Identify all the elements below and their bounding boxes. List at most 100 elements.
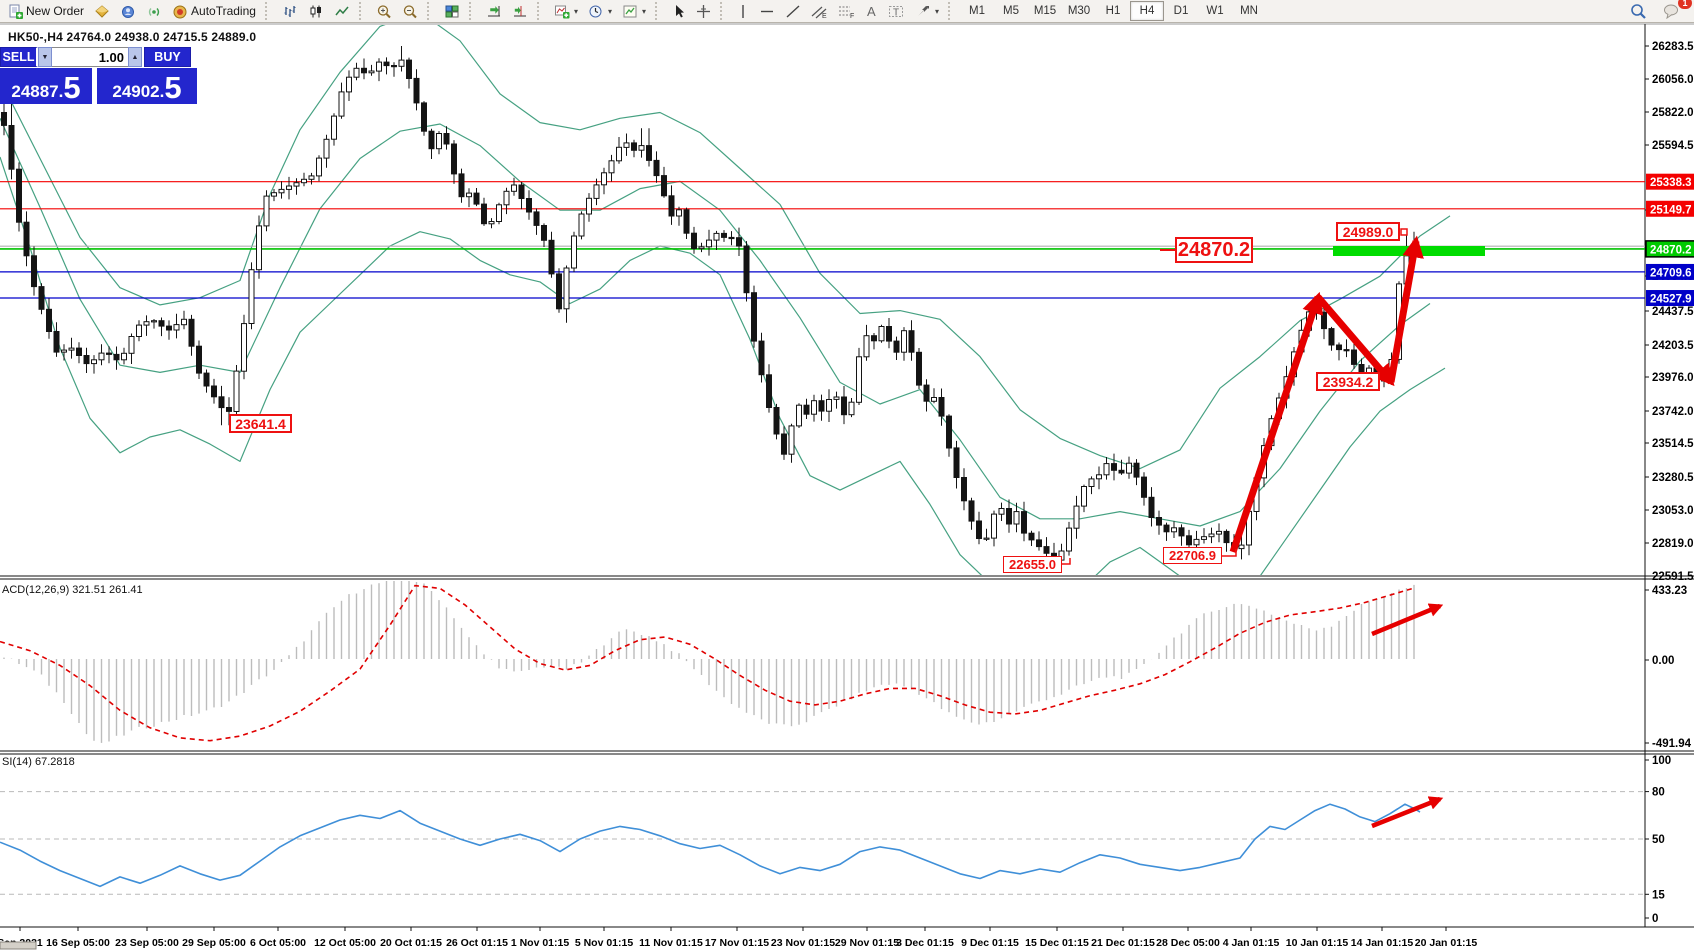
timeframe-D1[interactable]: D1 — [1173, 5, 1189, 17]
templates-button[interactable]: ▾ — [617, 1, 651, 22]
candle-body[interactable] — [226, 407, 232, 412]
callout-low-23641[interactable]: 23641.4 — [229, 414, 292, 433]
candle-body[interactable] — [271, 192, 277, 197]
candle-body[interactable] — [1096, 474, 1102, 480]
trendline-button[interactable] — [780, 1, 806, 22]
fibonacci-button[interactable]: F — [833, 1, 860, 22]
candle-body[interactable] — [638, 145, 645, 151]
callout-level-24870[interactable]: 24870.2 — [1175, 237, 1253, 263]
candle-body[interactable] — [1118, 469, 1125, 474]
candle-body[interactable] — [503, 190, 510, 206]
cursor-button[interactable] — [667, 1, 691, 22]
candle-body[interactable] — [316, 157, 322, 177]
candle-body[interactable] — [323, 138, 330, 159]
candle-body[interactable] — [1043, 546, 1050, 554]
candle-body[interactable] — [421, 102, 427, 132]
candle-body[interactable] — [773, 407, 780, 435]
candle-body[interactable] — [106, 352, 112, 355]
candle-body[interactable] — [683, 209, 690, 234]
timeframe-MN[interactable]: MN — [1240, 5, 1258, 17]
candle-body[interactable] — [946, 415, 952, 449]
candle-body[interactable] — [481, 203, 487, 225]
candle-body[interactable] — [983, 537, 990, 540]
callout-low-22655[interactable]: 22655.0 — [1003, 556, 1062, 573]
signals-button[interactable] — [141, 1, 167, 22]
candle-body[interactable] — [533, 211, 540, 226]
candle-body[interactable] — [443, 133, 450, 145]
candle-body[interactable] — [398, 59, 405, 67]
timeframe-W1[interactable]: W1 — [1206, 5, 1224, 17]
candle-body[interactable] — [676, 209, 682, 217]
candle-body[interactable] — [668, 195, 675, 217]
candle-body[interactable] — [136, 324, 142, 338]
candle-body[interactable] — [998, 508, 1005, 515]
auto-scroll-button[interactable] — [481, 1, 507, 22]
volume-decrease-button[interactable]: ▼ — [38, 47, 52, 67]
candle-body[interactable] — [128, 336, 135, 354]
candle-body[interactable] — [863, 335, 870, 358]
candle-body[interactable] — [203, 372, 210, 387]
candle-body[interactable] — [548, 239, 555, 275]
arrows-tool-button[interactable]: ▾ — [910, 1, 944, 22]
volume-input[interactable] — [52, 47, 128, 67]
candle-body[interactable] — [488, 221, 495, 225]
zoom-out-button[interactable] — [397, 1, 423, 22]
candle-body[interactable] — [188, 318, 195, 347]
candle-body[interactable] — [391, 65, 397, 68]
candle-body[interactable] — [1148, 496, 1155, 518]
axis-price-label-box[interactable] — [1646, 263, 1694, 280]
candle-body[interactable] — [301, 178, 307, 184]
axis-price-label-box[interactable] — [1646, 290, 1694, 307]
candle-body[interactable] — [646, 145, 652, 161]
candle-body[interactable] — [436, 133, 442, 150]
candle-body[interactable] — [661, 175, 667, 197]
candle-body[interactable] — [916, 351, 922, 386]
candle-body[interactable] — [931, 397, 937, 402]
line-chart-button[interactable] — [329, 1, 355, 22]
candle-body[interactable] — [98, 352, 105, 361]
candle-body[interactable] — [691, 232, 697, 249]
buy-price[interactable]: 24902. 5 — [97, 68, 197, 104]
candle-body[interactable] — [1163, 524, 1170, 533]
candle-body[interactable] — [781, 433, 787, 455]
h-scrollbar-thumb[interactable] — [0, 941, 37, 950]
candle-body[interactable] — [908, 330, 915, 353]
candle-body[interactable] — [406, 59, 412, 79]
green-resistance-zone[interactable] — [1333, 246, 1485, 256]
trend-arrow-2[interactable] — [1315, 294, 1395, 387]
callout-low-23934[interactable]: 23934.2 — [1316, 372, 1380, 391]
crosshair-button[interactable] — [691, 1, 716, 22]
candle-body[interactable] — [346, 76, 352, 93]
candle-body[interactable] — [53, 331, 60, 353]
trend-arrow-5[interactable] — [1371, 796, 1444, 829]
candle-body[interactable] — [1028, 532, 1035, 541]
candle-body[interactable] — [451, 143, 457, 175]
candle-body[interactable] — [1156, 517, 1162, 526]
candle-body[interactable] — [76, 347, 82, 357]
candle-body[interactable] — [31, 255, 37, 288]
candle-body[interactable] — [713, 232, 720, 241]
candle-body[interactable] — [1006, 508, 1012, 525]
candle-body[interactable] — [151, 320, 157, 323]
candle-body[interactable] — [631, 142, 637, 151]
horizontal-line-button[interactable] — [754, 1, 780, 22]
candle-body[interactable] — [1328, 328, 1335, 346]
zoom-in-button[interactable] — [371, 1, 397, 22]
candle-body[interactable] — [788, 425, 795, 455]
candle-body[interactable] — [571, 235, 577, 269]
candle-body[interactable] — [886, 326, 892, 342]
candle-body[interactable] — [1193, 538, 1200, 546]
autotrading-button[interactable]: AutoTrading — [167, 1, 261, 22]
candle-body[interactable] — [766, 374, 772, 408]
candle-body[interactable] — [143, 321, 150, 326]
axis-price-label-box[interactable] — [1646, 200, 1694, 217]
timeframe-M5[interactable]: M5 — [1003, 5, 1019, 17]
candle-body[interactable] — [121, 352, 127, 361]
axis-price-label-box[interactable] — [1645, 240, 1694, 258]
candle-body[interactable] — [511, 184, 517, 192]
candle-body[interactable] — [818, 400, 825, 412]
candle-body[interactable] — [976, 520, 982, 539]
candle-body[interactable] — [308, 175, 315, 180]
search-button[interactable] — [1625, 1, 1652, 22]
